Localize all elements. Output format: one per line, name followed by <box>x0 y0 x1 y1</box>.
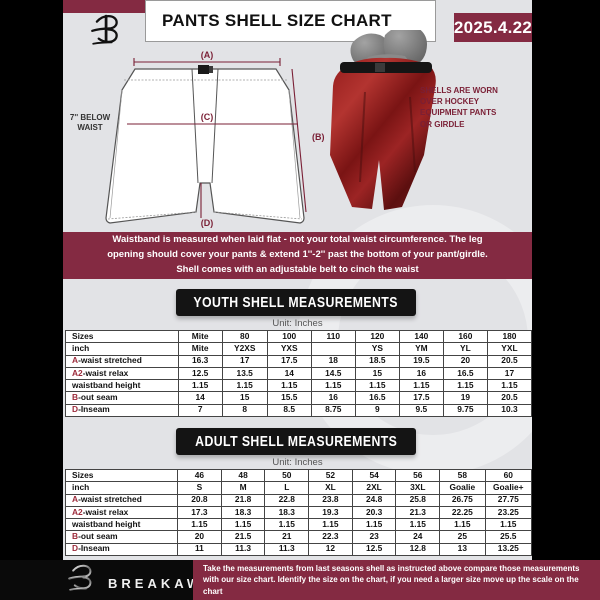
svg-text:(D): (D) <box>201 218 214 228</box>
svg-text:WAIST: WAIST <box>77 123 102 132</box>
svg-text:(A): (A) <box>201 50 214 60</box>
svg-text:(C): (C) <box>201 112 214 122</box>
svg-text:7'' BELOW: 7'' BELOW <box>70 113 111 122</box>
